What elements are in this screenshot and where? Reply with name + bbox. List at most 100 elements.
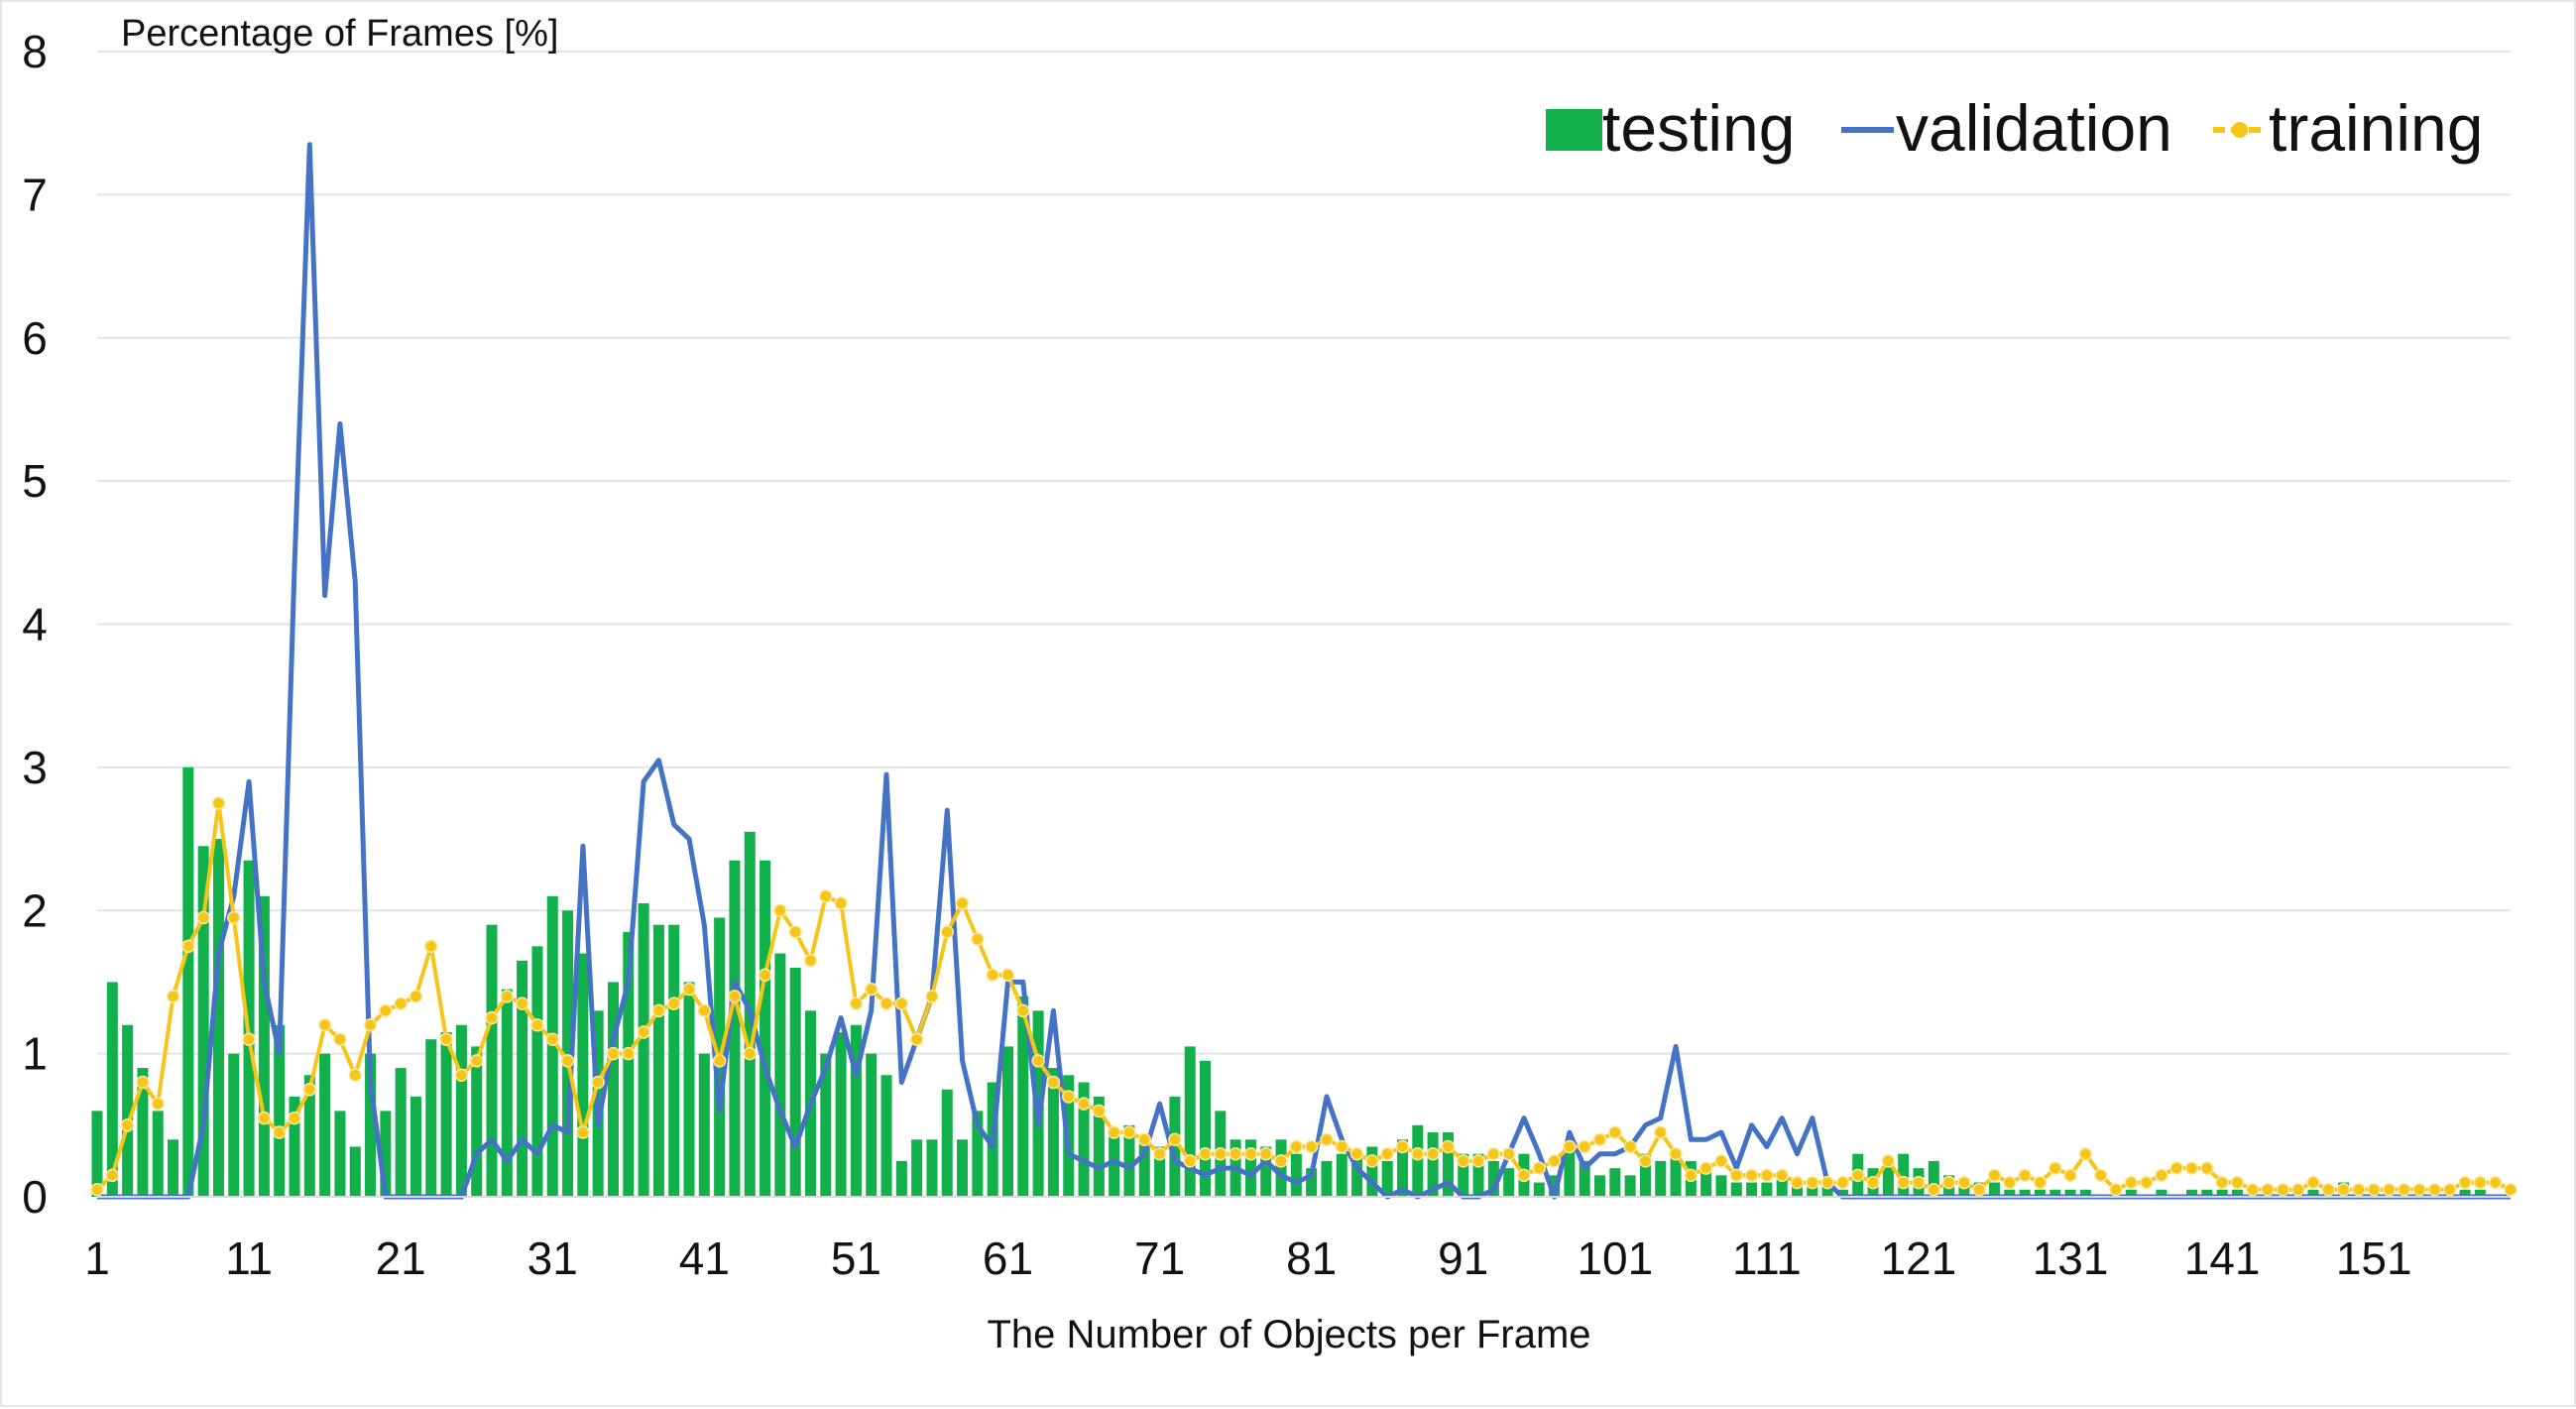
testing-bar <box>1321 1160 1333 1197</box>
x-tick-label: 91 <box>1438 1233 1488 1284</box>
testing-bar <box>303 1075 315 1197</box>
testing-bar <box>850 1024 862 1197</box>
training-point <box>1592 1132 1607 1146</box>
x-tick-label: 71 <box>1134 1233 1185 1284</box>
training-point <box>1426 1146 1440 1161</box>
testing-bar <box>2049 1189 2061 1197</box>
x-tick-label: 111 <box>1732 1233 1802 1284</box>
training-point <box>1183 1154 1197 1168</box>
training-point <box>2382 1183 2397 1197</box>
training-point <box>682 982 696 997</box>
testing-bar <box>1396 1139 1409 1197</box>
training-point <box>1016 1003 1030 1018</box>
x-axis-label: The Number of Objects per Frame <box>987 1313 1590 1356</box>
training-point <box>758 968 772 982</box>
testing-bar <box>2459 1189 2471 1197</box>
training-point <box>1229 1146 1242 1161</box>
y-tick-label: 1 <box>22 1028 48 1080</box>
legend-label-training: training <box>2269 91 2483 165</box>
training-point <box>1486 1146 1501 1161</box>
testing-bar <box>2019 1189 2031 1197</box>
testing-bar <box>638 903 649 1197</box>
testing-bar <box>698 1053 710 1197</box>
testing-bar <box>1047 1068 1059 1197</box>
testing-bar <box>319 1053 331 1197</box>
training-point <box>181 939 195 954</box>
training-point <box>379 1003 393 1018</box>
training-point <box>317 1018 332 1032</box>
testing-bar <box>2079 1189 2091 1197</box>
x-tick-label: 11 <box>225 1233 273 1284</box>
training-point <box>1380 1146 1394 1161</box>
testing-bar <box>562 910 574 1197</box>
training-point <box>469 1054 484 1068</box>
testing-bar <box>2231 1189 2243 1197</box>
training-point <box>1912 1175 1926 1190</box>
training-point <box>1000 968 1015 982</box>
training-point <box>971 932 985 946</box>
testing-bar <box>1290 1153 1302 1197</box>
testing-bar <box>1792 1182 1804 1197</box>
training-point <box>1714 1154 1728 1168</box>
testing-bar <box>1138 1139 1150 1197</box>
x-tick-label: 21 <box>376 1233 426 1284</box>
training-point <box>272 1125 287 1139</box>
training-point <box>1684 1168 1698 1183</box>
training-point <box>2352 1183 2366 1197</box>
training-point <box>2246 1183 2260 1197</box>
testing-bar <box>577 953 589 1197</box>
y-tick-label: 2 <box>22 884 48 936</box>
y-axis-label: Percentage of Frames [%] <box>121 13 558 55</box>
x-tick-label: 121 <box>1881 1233 1957 1284</box>
training-line <box>95 801 2512 1192</box>
training-point <box>1456 1154 1470 1168</box>
training-point <box>1501 1146 1516 1161</box>
training-point <box>1274 1154 1288 1168</box>
training-point <box>2018 1168 2032 1183</box>
training-point <box>2336 1183 2351 1197</box>
training-point <box>1335 1139 1349 1154</box>
testing-bar <box>168 1139 179 1197</box>
training-point <box>773 903 787 917</box>
testing-bar <box>652 924 664 1197</box>
training-point <box>666 997 681 1010</box>
training-point <box>606 1046 621 1061</box>
testing-bar <box>880 1075 892 1197</box>
training-point <box>2049 1161 2062 1175</box>
training-point <box>712 1054 727 1068</box>
testing-bar <box>334 1111 346 1197</box>
testing-bar <box>1746 1182 1758 1197</box>
training-point <box>242 1032 256 1046</box>
testing-bar <box>1989 1182 2001 1197</box>
training-point <box>196 910 210 925</box>
training-point <box>2109 1183 2123 1197</box>
testing-bar <box>349 1146 361 1197</box>
training-point <box>363 1018 378 1032</box>
training-point <box>2184 1161 2199 1175</box>
y-tick-label: 7 <box>22 169 48 220</box>
testing-bar <box>866 1053 878 1197</box>
testing-bar <box>1458 1153 1469 1197</box>
training-point <box>2124 1175 2139 1190</box>
testing-bar <box>2064 1189 2076 1197</box>
legend-marker-training <box>2232 122 2248 138</box>
training-point <box>1698 1161 1713 1175</box>
testing-bar <box>2156 1189 2167 1197</box>
x-tick-label: 31 <box>527 1233 578 1284</box>
training-point <box>560 1054 575 1068</box>
testing-bar <box>1836 1189 1848 1197</box>
testing-bar <box>531 946 543 1197</box>
training-point <box>622 1046 636 1061</box>
testing-bar <box>1336 1153 1347 1197</box>
training-point <box>1850 1168 1865 1183</box>
training-point <box>1471 1154 1485 1168</box>
training-point <box>849 997 864 1010</box>
testing-bar <box>455 1024 467 1197</box>
training-point <box>788 925 802 939</box>
testing-bar <box>1154 1146 1166 1197</box>
testing-bar <box>2186 1189 2198 1197</box>
testing-bar <box>1655 1160 1667 1197</box>
training-point <box>1563 1139 1577 1154</box>
training-point <box>1957 1175 1971 1190</box>
